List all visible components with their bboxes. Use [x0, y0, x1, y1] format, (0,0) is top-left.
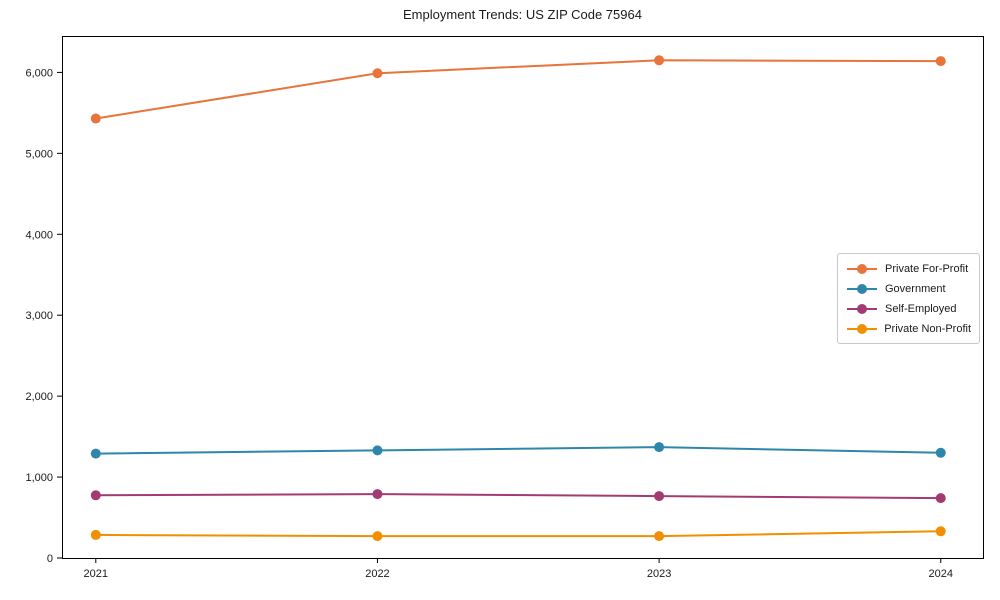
y-tick-label: 1,000 — [25, 472, 53, 484]
y-tick-label: 2,000 — [25, 391, 53, 403]
data-point-marker — [654, 531, 665, 542]
legend-label: Private For-Profit — [885, 262, 969, 275]
x-tick-label: 2024 — [929, 568, 953, 580]
data-point-marker — [90, 113, 101, 124]
series-line-self-employed — [95, 493, 941, 500]
y-tick-label: 5,000 — [25, 148, 53, 160]
x-tick-label: 2022 — [365, 568, 389, 580]
data-point-marker — [654, 55, 665, 66]
data-point-marker — [935, 56, 946, 67]
legend-marker-icon — [847, 263, 877, 274]
data-point-marker — [654, 442, 665, 453]
legend-item-government: Government — [846, 279, 971, 298]
y-tick-label: 4,000 — [25, 229, 53, 241]
plot-border — [62, 36, 984, 559]
data-point-marker — [372, 68, 383, 79]
data-point-marker — [372, 445, 383, 456]
data-point-marker — [372, 531, 383, 542]
series-line-private-for-profit — [95, 59, 941, 120]
y-tick-label: 6,000 — [25, 67, 53, 79]
legend-marker-icon — [847, 323, 877, 334]
legend-label: Self-Employed — [885, 302, 957, 315]
data-point-marker — [935, 493, 946, 504]
chart-title: Employment Trends: US ZIP Code 75964 — [403, 7, 642, 22]
x-tick-label: 2023 — [647, 568, 671, 580]
data-point-marker — [90, 490, 101, 501]
series-line-private-non-profit — [95, 530, 941, 538]
data-point-marker — [935, 447, 946, 458]
data-point-marker — [372, 489, 383, 500]
data-point-marker — [935, 526, 946, 537]
legend-label: Government — [885, 282, 946, 295]
series-line-government — [95, 446, 941, 455]
legend-marker-icon — [847, 303, 877, 314]
y-tick-label: 3,000 — [25, 310, 53, 322]
legend-marker-icon — [847, 283, 877, 294]
data-point-marker — [90, 529, 101, 540]
legend: Private For-Profit Government Self-Employe… — [837, 253, 980, 344]
legend-item-self-employed: Self-Employed — [846, 299, 971, 318]
x-tick-label: 2021 — [84, 568, 108, 580]
legend-item-private-non-profit: Private Non-Profit — [846, 319, 971, 338]
legend-label: Private Non-Profit — [884, 322, 971, 335]
data-point-marker — [90, 448, 101, 459]
data-point-marker — [654, 491, 665, 502]
y-tick-label: 0 — [47, 553, 53, 565]
legend-item-private-for-profit: Private For-Profit — [846, 259, 971, 278]
